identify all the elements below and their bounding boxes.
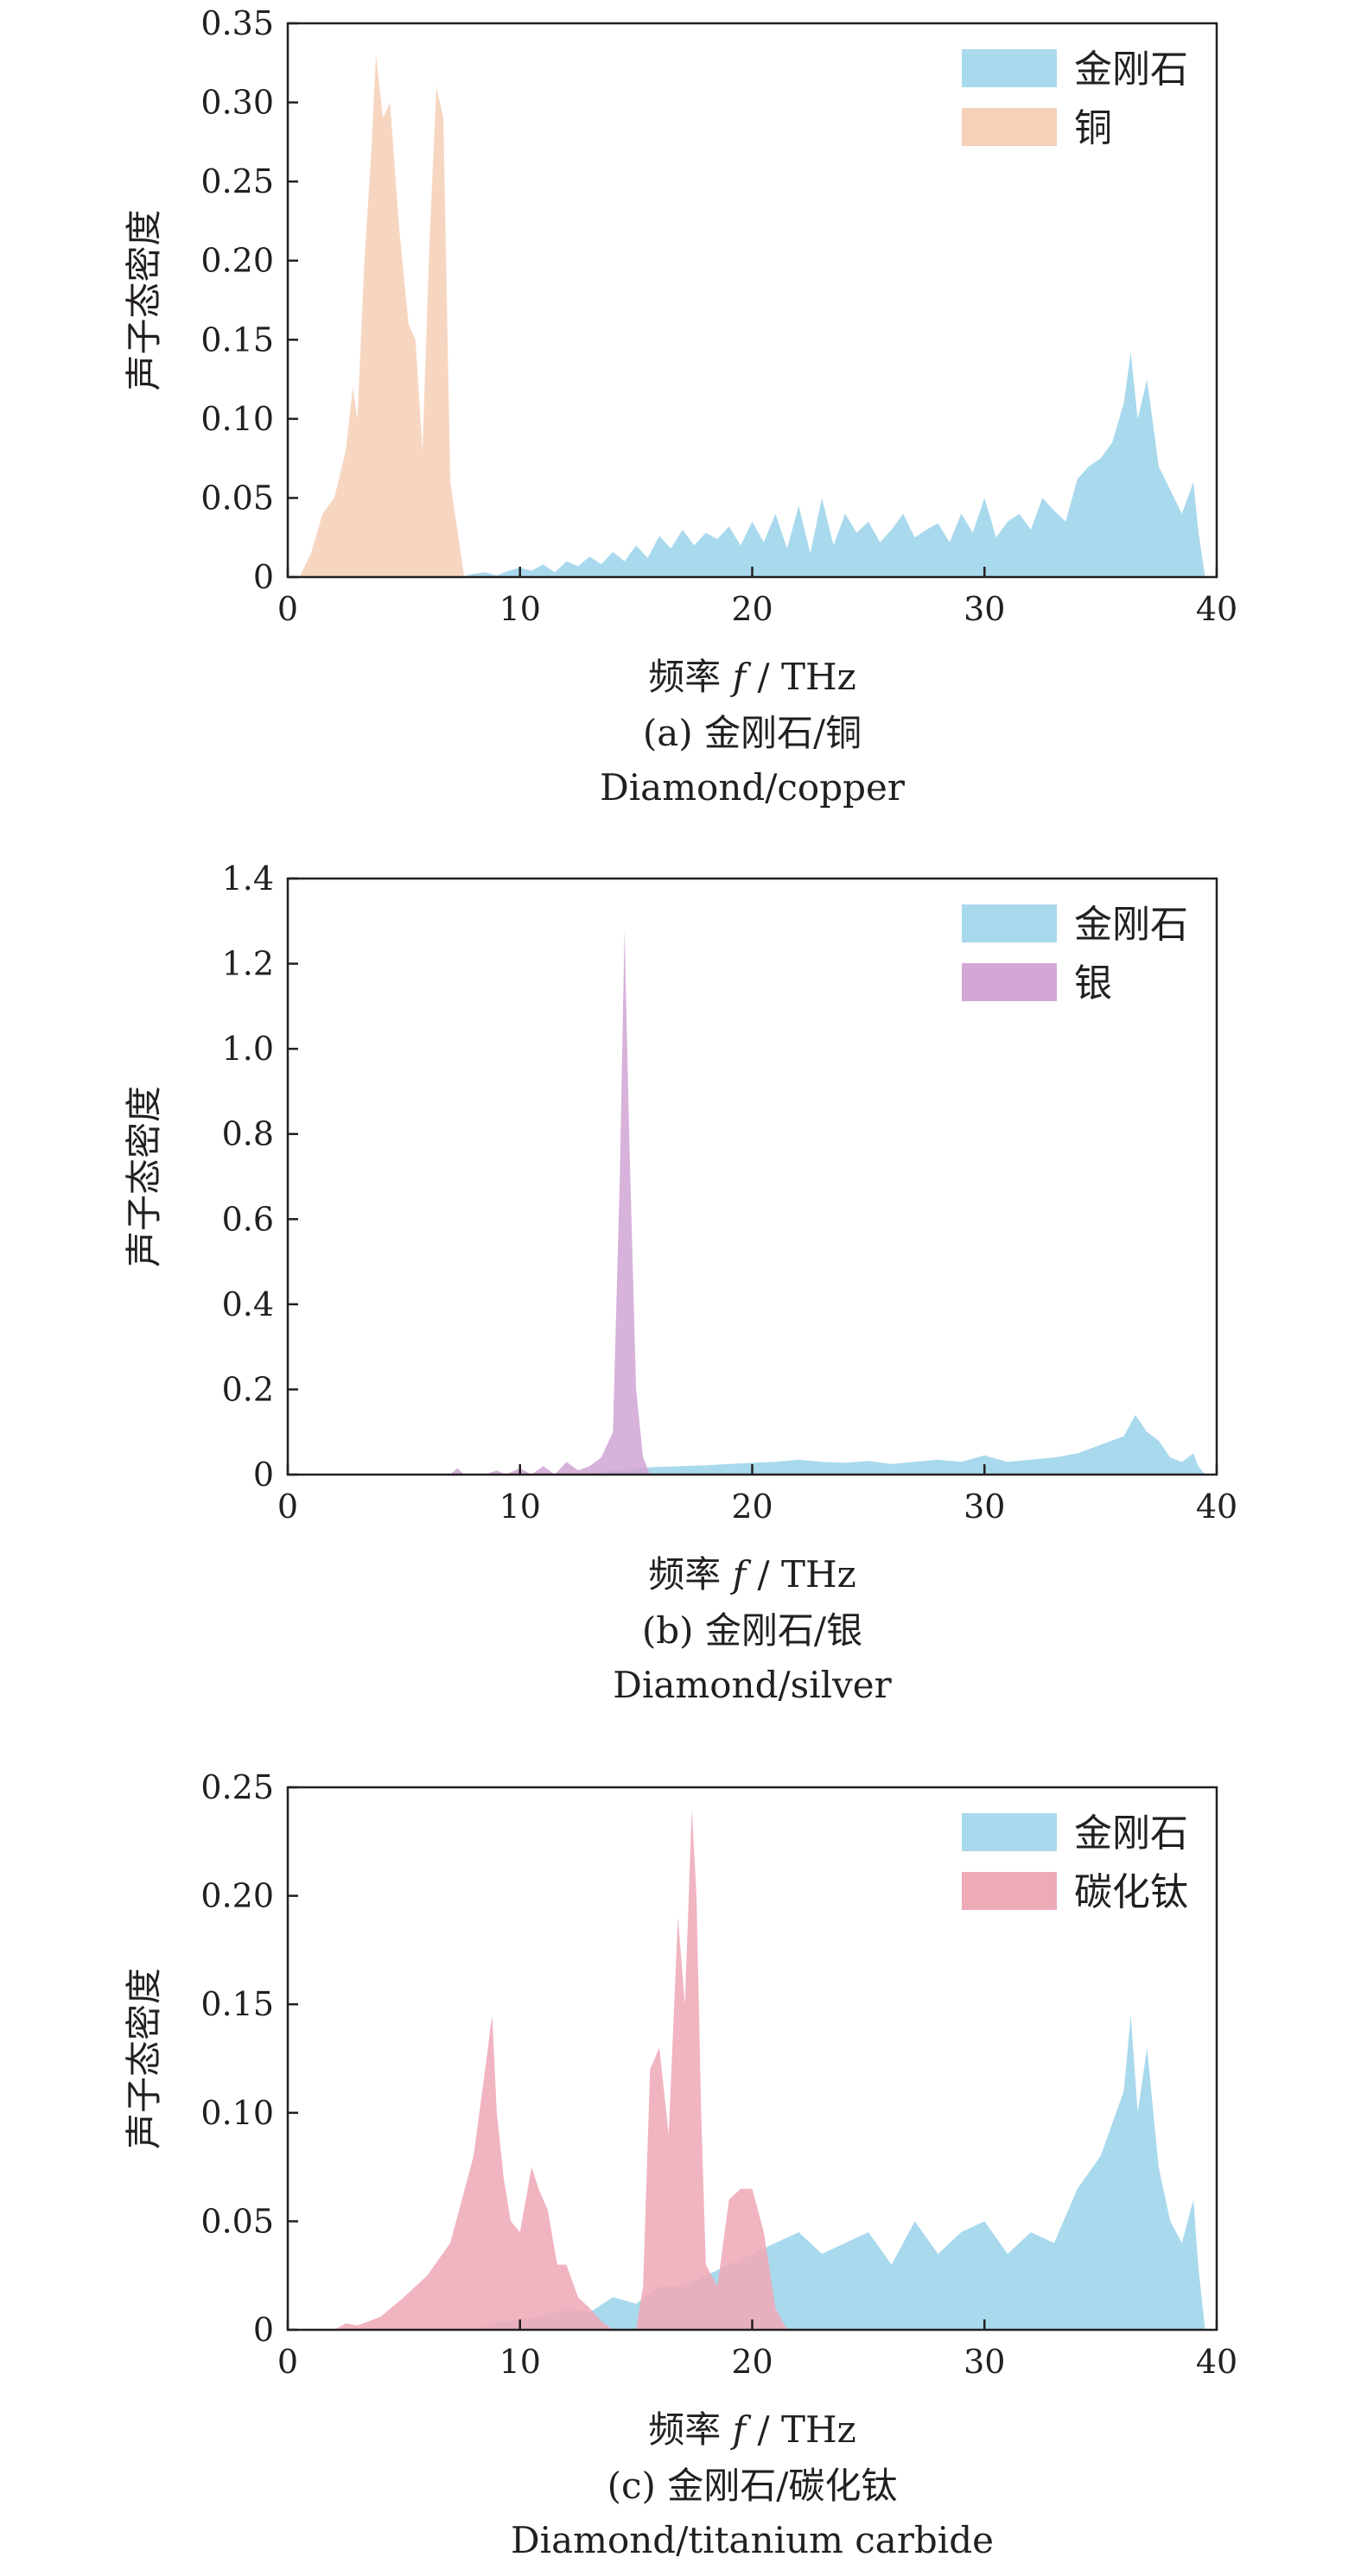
x-tick-label: 20 <box>731 2343 773 2381</box>
y-tick-label: 0.05 <box>200 2202 274 2240</box>
x-axis-title-unit: / THz <box>746 2408 856 2451</box>
y-tick-label: 0.30 <box>200 84 274 122</box>
series-area-diamond <box>461 352 1205 577</box>
legend-label: 金刚石 <box>1074 903 1188 947</box>
legend-swatch-diamond <box>962 1813 1057 1851</box>
y-tick-label: 0.35 <box>200 4 274 42</box>
x-tick-label: 40 <box>1196 590 1237 628</box>
x-tick-label: 10 <box>499 2343 541 2381</box>
legend-label: 银 <box>1074 961 1112 1006</box>
legend-label: 金刚石 <box>1074 1811 1188 1856</box>
series-area-diamond <box>474 2014 1205 2330</box>
panel-caption-english: Diamond/titanium carbide <box>511 2519 994 2561</box>
series-area-silver <box>450 930 651 1475</box>
y-tick-label: 0.05 <box>200 479 274 517</box>
y-tick-label: 1.0 <box>222 1030 274 1068</box>
x-tick-label: 0 <box>277 2343 298 2381</box>
legend-swatch-titanium-carbide <box>962 1872 1057 1910</box>
series-area-titanium-carbide <box>334 1809 799 2330</box>
y-tick-label: 1.2 <box>222 945 274 983</box>
legend-swatch-silver <box>962 963 1057 1001</box>
legend-label: 铜 <box>1074 106 1112 150</box>
x-tick-label: 0 <box>277 590 298 628</box>
x-tick-label: 0 <box>277 1488 298 1526</box>
y-tick-label: 0.10 <box>200 400 274 438</box>
series-area-diamond <box>589 1415 1205 1475</box>
y-tick-label: 0.25 <box>200 162 274 200</box>
x-tick-label: 20 <box>731 1488 773 1526</box>
panel-caption: (c) 金刚石/碳化钛 <box>607 2465 898 2507</box>
x-tick-label: 40 <box>1196 1488 1237 1526</box>
y-tick-label: 0 <box>253 2311 274 2349</box>
x-tick-label: 10 <box>499 1488 541 1526</box>
y-tick-label: 0.4 <box>222 1285 274 1323</box>
x-axis-title: 频率 f / THz <box>648 656 856 698</box>
series-area-copper <box>299 54 465 578</box>
panel-caption: (a) 金刚石/铜 <box>643 712 862 754</box>
y-tick-label: 0.20 <box>200 242 274 280</box>
panel-caption-english: Diamond/silver <box>613 1664 892 1706</box>
x-axis-title: 频率 f / THz <box>648 2408 856 2451</box>
y-tick-label: 0.15 <box>200 1985 274 2023</box>
x-axis-title-unit: / THz <box>746 1553 856 1596</box>
y-axis-title: 声子态密度 <box>123 1968 165 2149</box>
y-tick-label: 0.10 <box>200 2094 274 2132</box>
legend-label: 碳化钛 <box>1074 1870 1188 1914</box>
x-tick-label: 20 <box>731 590 773 628</box>
y-axis-title: 声子态密度 <box>123 209 165 390</box>
x-axis-title: 频率 f / THz <box>648 1553 856 1596</box>
chart-panel-a: 0 10 20 30 40 0 0.05 0.10 0.15 0.20 0.25 0.30 0.35 声子… <box>123 4 1237 809</box>
y-tick-label: 0.15 <box>200 320 274 358</box>
y-tick-label: 0.25 <box>200 1768 274 1806</box>
x-tick-label: 30 <box>964 2343 1005 2381</box>
x-axis-title-prefix: 频率 <box>648 2408 732 2451</box>
x-axis-title-unit: / THz <box>746 656 856 698</box>
legend-label: 金刚石 <box>1074 48 1188 92</box>
panel-caption: (b) 金刚石/银 <box>642 1609 862 1652</box>
legend-swatch-copper <box>962 108 1057 146</box>
y-tick-label: 0.2 <box>222 1370 274 1408</box>
y-tick-label: 0.6 <box>222 1200 274 1238</box>
x-axis-title-prefix: 频率 <box>648 656 732 698</box>
y-tick-label: 0.8 <box>222 1115 274 1153</box>
x-tick-label: 10 <box>499 590 541 628</box>
y-tick-label: 0 <box>253 1456 274 1494</box>
x-tick-label: 40 <box>1196 2343 1237 2381</box>
panel-caption-english: Diamond/copper <box>600 766 906 809</box>
legend-swatch-diamond <box>962 904 1057 942</box>
y-tick-label: 1.4 <box>222 860 274 898</box>
x-axis-title-prefix: 频率 <box>648 1553 732 1596</box>
x-tick-label: 30 <box>964 590 1005 628</box>
legend-swatch-diamond <box>962 49 1057 87</box>
x-tick-label: 30 <box>964 1488 1005 1526</box>
y-tick-label: 0.20 <box>200 1877 274 1915</box>
y-tick-label: 0 <box>253 558 274 596</box>
y-axis-title: 声子态密度 <box>123 1086 165 1267</box>
